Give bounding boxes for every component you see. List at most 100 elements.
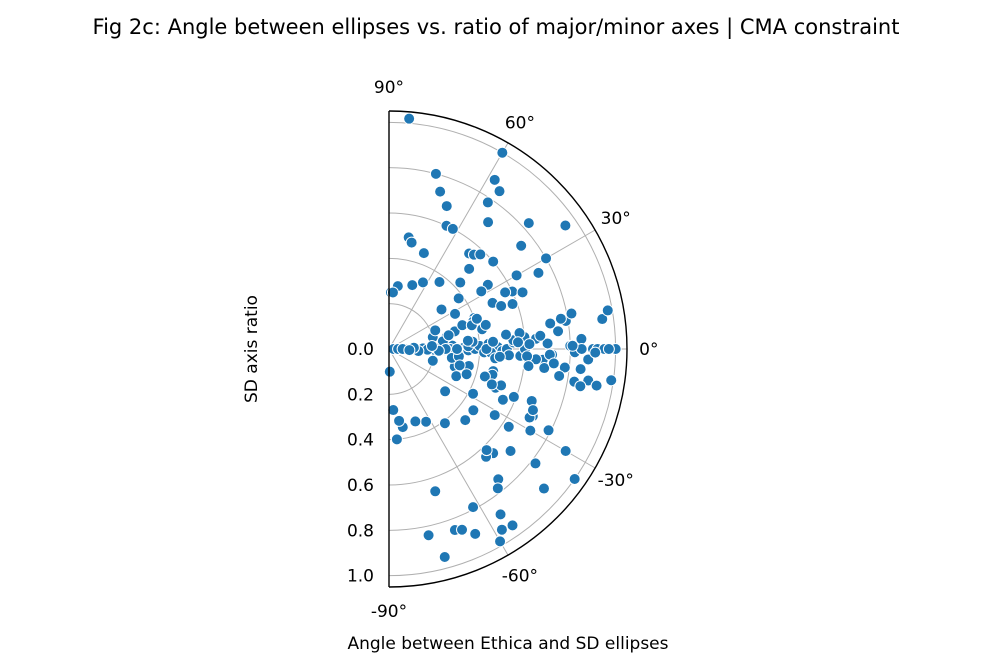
- data-point: [515, 239, 528, 252]
- data-point: [540, 252, 553, 265]
- data-point: [596, 313, 609, 326]
- data-point: [480, 444, 493, 457]
- data-point: [429, 167, 442, 180]
- data-point: [453, 359, 466, 372]
- data-point: [386, 286, 399, 299]
- data-point: [499, 286, 512, 299]
- data-point: [475, 285, 488, 298]
- data-point: [438, 550, 451, 563]
- data-point: [417, 247, 430, 260]
- data-point: [565, 307, 578, 320]
- chart-points: [383, 112, 622, 563]
- data-point: [429, 324, 442, 337]
- data-point: [568, 473, 581, 486]
- data-point: [479, 318, 492, 331]
- data-point: [499, 328, 512, 341]
- theta-grid-line: [388, 142, 509, 350]
- theta-tick-labels: -90° -60° -30° 0° 30° 60° 90°: [371, 78, 659, 622]
- data-point: [460, 368, 473, 381]
- data-point: [488, 173, 501, 186]
- data-point: [438, 417, 451, 430]
- data-point: [496, 146, 509, 159]
- data-point: [602, 343, 615, 355]
- data-point: [574, 363, 587, 376]
- r-tick-label: 1.0: [347, 567, 374, 587]
- data-point: [559, 445, 572, 457]
- data-point: [487, 255, 500, 268]
- data-point: [452, 292, 465, 305]
- data-point: [504, 444, 517, 457]
- data-point: [526, 404, 539, 417]
- data-point: [435, 303, 448, 316]
- data-point: [559, 219, 572, 232]
- r-tick-label: 0.4: [347, 431, 374, 451]
- data-point: [537, 482, 550, 495]
- data-point: [534, 329, 547, 342]
- theta-tick-label: 90°: [374, 78, 404, 98]
- data-point: [459, 414, 472, 427]
- data-point: [481, 196, 494, 209]
- data-point: [553, 369, 566, 382]
- data-point: [495, 299, 508, 312]
- data-point: [502, 420, 515, 433]
- data-point: [547, 357, 560, 370]
- data-point: [409, 415, 422, 428]
- data-point: [494, 508, 507, 521]
- data-point: [485, 378, 498, 391]
- data-point: [496, 393, 509, 406]
- data-point: [521, 350, 534, 363]
- r-tick-label: 0.2: [347, 385, 374, 405]
- data-point: [393, 414, 406, 427]
- data-point: [422, 529, 435, 542]
- data-point: [516, 286, 529, 299]
- data-point: [433, 276, 446, 289]
- data-point: [461, 334, 474, 347]
- data-point: [420, 415, 433, 428]
- r-tick-labels: 0.0 0.2 0.4 0.6 0.8 1.0: [347, 340, 374, 587]
- data-point: [506, 298, 519, 311]
- data-point: [566, 339, 579, 352]
- chart-spines: [388, 110, 628, 588]
- outer-spine: [388, 110, 628, 588]
- data-point: [405, 236, 418, 249]
- data-point: [456, 523, 469, 536]
- theta-tick-label: -60°: [502, 567, 538, 587]
- data-point: [529, 457, 542, 470]
- theta-grid-line: [388, 229, 596, 350]
- data-point: [558, 361, 571, 374]
- data-point: [406, 279, 419, 292]
- data-point: [467, 501, 480, 514]
- data-point: [487, 335, 500, 348]
- data-point: [506, 519, 519, 532]
- data-point: [440, 200, 453, 213]
- y-axis-label: SD axis ratio: [242, 295, 262, 403]
- r-tick-label: 0.0: [347, 340, 374, 360]
- data-point: [450, 370, 463, 383]
- theta-tick-label: 0°: [639, 340, 658, 360]
- data-point: [495, 523, 508, 536]
- data-point: [429, 485, 442, 498]
- chart-title: Fig 2c: Angle between ellipses vs. ratio…: [93, 15, 900, 40]
- data-point: [478, 370, 491, 383]
- data-point: [544, 317, 557, 330]
- data-point: [601, 304, 614, 317]
- data-point: [541, 337, 554, 350]
- theta-grid-line: [388, 348, 509, 556]
- theta-tick-label: 60°: [505, 113, 535, 133]
- data-point: [589, 346, 602, 359]
- data-point: [434, 185, 447, 198]
- data-point: [574, 380, 587, 393]
- theta-tick-label: -30°: [598, 471, 634, 491]
- data-point: [552, 325, 565, 338]
- data-point: [494, 535, 507, 548]
- data-point: [467, 404, 480, 417]
- data-point: [383, 365, 396, 378]
- data-point: [510, 269, 523, 282]
- data-point: [454, 276, 467, 289]
- data-point: [507, 390, 520, 403]
- data-point: [390, 433, 403, 446]
- data-point: [470, 312, 483, 325]
- data-point: [446, 222, 459, 235]
- data-point: [416, 276, 429, 289]
